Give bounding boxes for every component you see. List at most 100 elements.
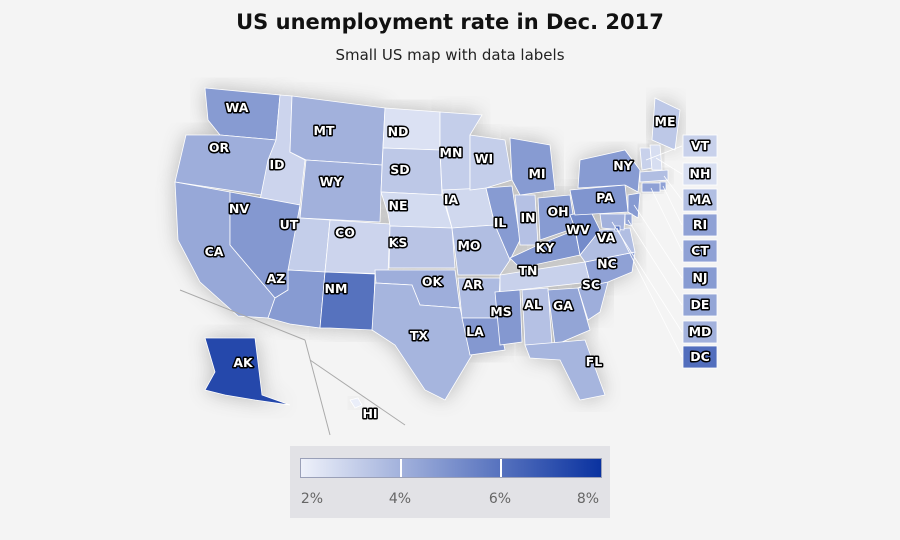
state-ny[interactable] [577,149,641,193]
leader-line-ct [650,187,683,252]
state-mi[interactable] [509,137,556,196]
state-label-wi: WI [475,151,493,166]
state-label-me: ME [655,114,676,129]
state-label-dc: DC [690,349,710,364]
state-box-dc[interactable] [682,345,718,369]
leader-line-de [627,219,683,306]
state-label-nd: ND [388,124,409,139]
legend-tick-4 [400,459,402,477]
state-label-sd: SD [390,162,409,177]
leader-line-md [611,221,683,333]
state-mo[interactable] [451,224,511,276]
state-label-mi: MI [528,166,545,181]
state-wy[interactable] [299,159,383,223]
state-label-la: LA [466,324,484,339]
state-label-az: AZ [267,271,286,286]
state-label-ma: MA [689,192,711,207]
state-label-nj: NJ [692,270,707,285]
state-label-oh: OH [547,204,568,219]
state-label-sc: SC [582,277,600,292]
state-box-ct[interactable] [682,239,718,263]
state-box-ri[interactable] [682,213,718,237]
inset-divider-1 [179,289,306,341]
state-ms[interactable] [494,289,523,346]
state-tx[interactable] [371,282,473,401]
legend-tick-6 [500,459,502,477]
state-label-tn: TN [519,263,538,278]
state-labels: WA OR CA ID NV MT WY UT AZ CO NM ND SD NE KS OK TX MN IA MO… [203,99,713,423]
inset-divider-2 [304,339,331,436]
state-il[interactable] [485,185,521,261]
legend-label-2: 2% [300,491,324,507]
state-label-fl: FL [586,354,603,369]
state-label-ar: AR [463,277,483,292]
state-label-ca: CA [205,244,224,259]
legend-label-6: 6% [488,491,512,507]
state-fl[interactable] [524,339,606,401]
state-label-ut: UT [280,217,299,232]
leader-line-vt [645,145,683,161]
state-nh[interactable] [649,144,663,171]
state-label-wa: WA [226,100,249,115]
map-title: US unemployment rate in Dec. 2017 [236,10,664,34]
state-ct[interactable] [641,182,661,193]
state-label-va: VA [597,230,616,245]
inset-divider-3 [309,359,406,426]
state-box-md[interactable] [682,320,718,344]
state-label-ct: CT [691,243,709,258]
legend-color-ramp [300,458,602,478]
state-label-ne: NE [388,198,407,213]
state-ma[interactable] [639,169,669,183]
state-label-nc: NC [597,256,617,271]
state-ak[interactable] [204,337,291,406]
state-label-ks: KS [389,235,408,250]
state-label-id: ID [269,157,284,172]
state-ks[interactable] [388,225,456,269]
state-label-md: MD [689,324,712,339]
state-label-mn: MN [440,145,463,160]
state-box-nj[interactable] [682,266,718,290]
state-label-mo: MO [457,238,480,253]
state-label-wv: WV [566,222,590,237]
state-label-ga: GA [553,298,573,313]
leader-line-ma [663,175,683,201]
state-label-al: AL [524,297,542,312]
state-mt[interactable] [289,95,386,166]
state-box-ma[interactable] [682,188,718,212]
state-ga[interactable] [547,287,591,346]
state-label-nm: NM [325,281,348,296]
state-label-ia: IA [444,192,459,207]
state-label-ri: RI [693,217,707,232]
leader-line-nj [633,204,683,279]
state-label-ky: KY [536,240,556,255]
state-shapes[interactable] [174,87,718,409]
state-box-de[interactable] [682,293,718,317]
state-label-wy: WY [320,174,344,189]
state-wi[interactable] [469,134,513,191]
state-label-ak: AK [233,355,254,370]
color-legend: 2% 4% 6% 8% [290,446,610,518]
state-md[interactable] [599,213,626,231]
state-label-tx: TX [410,328,429,343]
state-label-pa: PA [596,190,614,205]
state-label-ny: NY [613,158,633,173]
state-label-ok: OK [422,274,444,289]
state-hi[interactable] [349,397,363,409]
leader-lines [179,145,683,436]
legend-label-8: 8% [576,491,600,507]
state-me[interactable] [651,97,681,151]
legend-label-4: 4% [388,491,412,507]
state-label-nh: NH [690,166,711,181]
state-label-hi: HI [362,406,377,421]
state-tn[interactable] [499,261,591,293]
leader-line-nh [655,157,683,175]
state-label-ms: MS [490,304,511,319]
state-box-vt[interactable] [682,134,718,158]
state-label-nv: NV [229,201,249,216]
state-box-nh[interactable] [682,162,718,186]
state-nm[interactable] [319,271,376,331]
state-label-or: OR [209,140,230,155]
state-label-mt: MT [314,123,335,138]
state-la[interactable] [461,317,506,356]
